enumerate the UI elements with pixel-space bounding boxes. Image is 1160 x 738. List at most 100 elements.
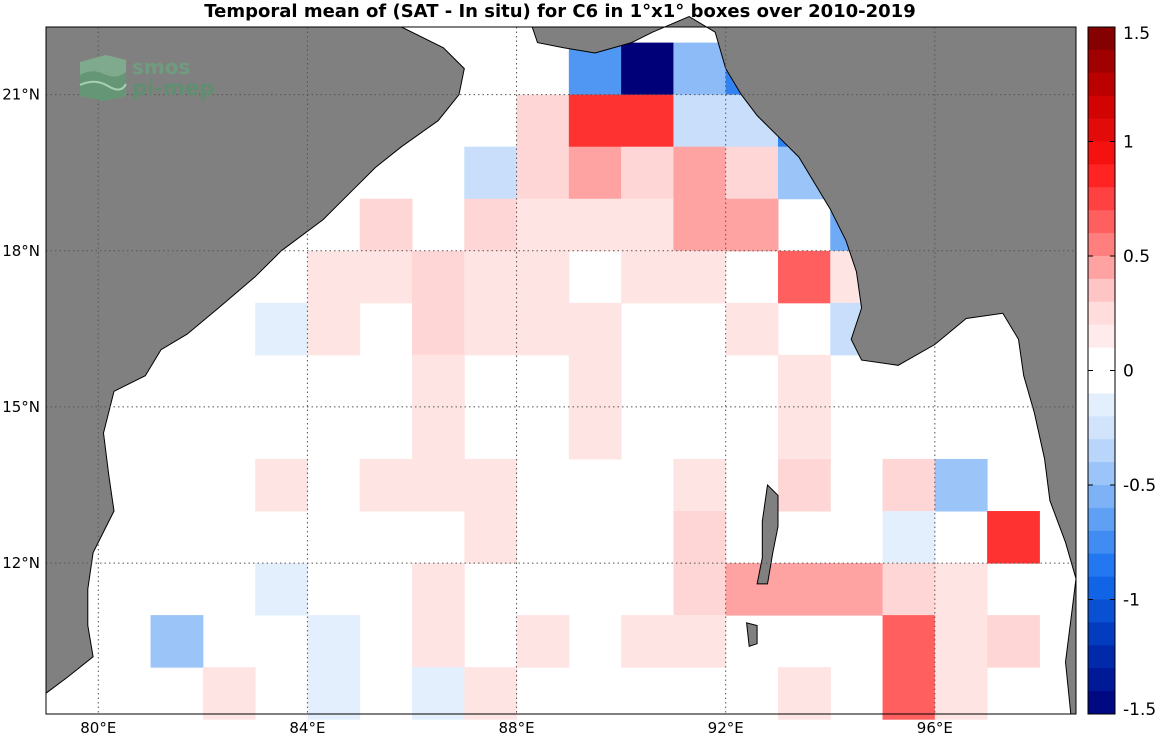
colorbar-segment [1088,416,1115,440]
heatmap-cell [568,406,622,460]
heatmap-cell [464,146,518,200]
heatmap-cell [777,563,831,616]
heatmap-cell [777,250,831,304]
colorbar-tick-label: -0.5 [1123,476,1156,496]
logo-text-smos: smos [132,55,190,79]
heatmap-cell [255,302,308,356]
heatmap-cell [621,615,674,668]
heatmap-cell [464,198,518,252]
heatmap-cell [934,615,988,668]
colorbar: 1.5 1 0.5 0 -0.5 -1 -1.5 [1087,24,1156,720]
colorbar-segment [1088,233,1115,257]
colorbar-tick-label: 1 [1123,133,1134,153]
colorbar-segment [1088,599,1115,623]
colorbar-segment [1088,622,1115,646]
lat-tick-label: 21°N [2,86,40,104]
heatmap-cell [568,94,622,148]
logo-mark-icon [79,55,127,101]
heatmap-cell [411,563,465,616]
heatmap-cell [359,250,413,304]
logo-text-pimep: pi-mep [132,76,214,100]
heatmap-cell [464,667,518,720]
colorbar-segment [1088,530,1115,555]
colorbar-segment [1088,141,1115,165]
heatmap-cell [150,615,204,668]
colorbar-segment [1088,439,1115,463]
heatmap-cell [516,146,570,200]
heatmap-cell [777,354,831,408]
heatmap-cell [568,354,622,408]
colorbar-tick-label: 0.5 [1123,247,1150,267]
heatmap-cell [830,563,884,616]
lat-tick-label: 12°N [2,554,40,572]
heatmap-cell [202,667,256,720]
colorbar-tick-label: -1.5 [1123,700,1156,720]
heatmap-cell [621,94,674,148]
heatmap-cell [516,94,570,148]
heatmap-cell [934,563,988,616]
heatmap-cell [411,667,465,720]
lon-tick-label: 80°E [80,719,116,737]
heatmap-cell [673,250,727,304]
colorbar-segment [1088,553,1115,578]
heatmap-cell [673,511,727,564]
heatmap-cell [411,406,465,460]
heatmap-cell [987,511,1040,564]
colorbar-segment [1088,27,1115,51]
heatmap-cell [934,667,988,720]
heatmap-cell [882,511,936,564]
heatmap-cell [621,146,674,200]
heatmap-cell [673,458,727,512]
heatmap-cell [516,250,570,304]
heatmap-cell [987,615,1040,668]
colorbar-segment [1088,462,1115,486]
heatmap-cell [882,667,936,720]
colorbar-segment [1088,645,1115,669]
colorbar-segment [1088,72,1115,97]
colorbar-segment [1088,485,1115,509]
heatmap-cell [255,563,308,616]
colorbar-segment [1088,691,1115,715]
lon-tick-label: 84°E [289,719,325,737]
colorbar-tick-label: 0 [1123,362,1134,382]
land-andaman-north [756,483,779,585]
heatmap-cell [621,198,674,252]
colorbar-segments [1088,27,1115,715]
colorbar-segment [1088,187,1115,211]
colorbar-ticks: 1.5 1 0.5 0 -0.5 -1 -1.5 [1088,24,1156,720]
lat-tick-label: 18°N [2,242,40,260]
heatmap-cell [568,198,622,252]
land-layer [45,16,1077,715]
heatmap-cell [516,615,570,668]
heatmap-cell [516,198,570,252]
heatmap-cell [464,302,518,356]
map-plot-area [45,16,1077,720]
heatmap-cell [255,458,308,512]
lon-tick-label: 96°E [917,719,953,737]
heatmap-cell [464,250,518,304]
heatmap-cell [673,615,727,668]
heatmap-cell [307,615,361,668]
heatmap-cell [673,146,727,200]
heatmap-cell [307,302,361,356]
heatmap-cell [359,458,413,512]
heatmap-cell [411,302,465,356]
colorbar-segment [1088,278,1115,303]
heatmap-cell [777,458,831,512]
heatmap-cell [673,563,727,616]
colorbar-segment [1088,256,1115,280]
heatmap-cell [882,458,936,512]
lat-tick-label: 15°N [2,398,40,416]
land-little-andaman [746,622,758,647]
heatmap-cell [464,511,518,564]
land-india-coast [45,26,465,695]
heatmap-cell [882,563,936,616]
heatmap-cell [725,198,779,252]
heatmap-cell [411,250,465,304]
heatmap-cell [882,615,936,668]
colorbar-segment [1088,370,1115,394]
heatmap-cell [359,198,413,252]
colorbar-segment [1088,576,1115,600]
heatmap-cell [464,458,518,512]
